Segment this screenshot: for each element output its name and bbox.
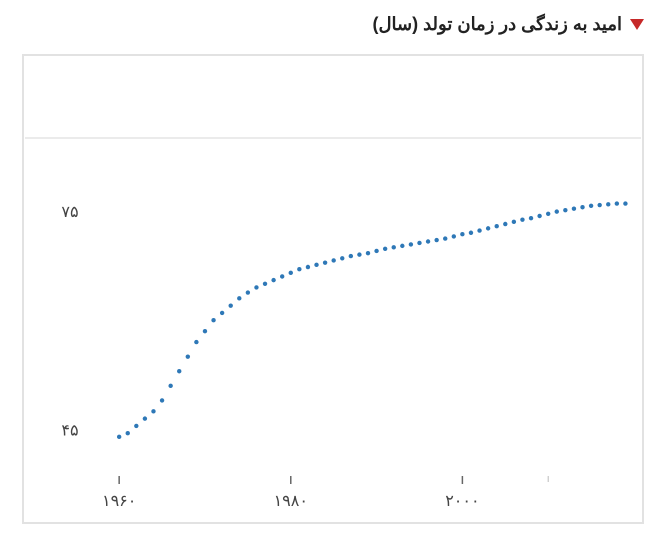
data-point — [400, 244, 404, 248]
data-point — [512, 220, 516, 224]
data-point — [263, 282, 267, 286]
data-point — [520, 217, 524, 221]
data-point — [580, 205, 584, 209]
data-point — [469, 231, 473, 235]
data-point — [374, 249, 378, 253]
data-point — [357, 252, 361, 256]
x-tick-label: ۱۹۸۰ — [274, 493, 308, 510]
data-point — [289, 271, 293, 275]
data-point — [615, 201, 619, 205]
data-point — [220, 311, 224, 315]
data-point — [194, 340, 198, 344]
data-point — [383, 247, 387, 251]
data-point — [546, 212, 550, 216]
data-point — [237, 296, 241, 300]
data-point — [134, 424, 138, 428]
data-point — [306, 265, 310, 269]
data-point — [168, 384, 172, 388]
data-point — [331, 258, 335, 262]
data-point — [160, 398, 164, 402]
data-point — [323, 260, 327, 264]
chart-panel: ۴۵ ۷۵ ۱۹۶۰ ۱۹۸۰ ۲۰۰۰ — [22, 54, 644, 524]
data-point — [477, 228, 481, 232]
data-point — [203, 329, 207, 333]
chart-title: امید به زندگی در زمان تولد (سال) — [372, 14, 622, 35]
data-point — [409, 242, 413, 246]
data-point — [434, 238, 438, 242]
data-point — [314, 263, 318, 267]
data-point — [606, 202, 610, 206]
data-point — [426, 239, 430, 243]
data-point — [117, 435, 121, 439]
data-point — [126, 431, 130, 435]
data-point — [349, 254, 353, 258]
chart-svg: ۴۵ ۷۵ ۱۹۶۰ ۱۹۸۰ ۲۰۰۰ — [24, 56, 642, 522]
data-point — [460, 232, 464, 236]
data-point — [572, 207, 576, 211]
data-point — [177, 369, 181, 373]
data-point — [529, 216, 533, 220]
y-tick-label: ۷۵ — [61, 204, 78, 221]
data-point — [211, 318, 215, 322]
data-point — [392, 245, 396, 249]
data-point — [589, 204, 593, 208]
data-point — [280, 274, 284, 278]
data-point — [597, 203, 601, 207]
data-point — [143, 416, 147, 420]
data-point — [537, 214, 541, 218]
data-point — [186, 354, 190, 358]
data-point — [555, 209, 559, 213]
data-point — [563, 208, 567, 212]
data-point — [340, 256, 344, 260]
x-tick-label: ۲۰۰۰ — [445, 493, 479, 510]
data-point — [417, 241, 421, 245]
data-point — [246, 290, 250, 294]
data-point — [151, 409, 155, 413]
x-tick-label: ۱۹۶۰ — [102, 493, 136, 510]
data-point — [443, 236, 447, 240]
chart-title-row: امید به زندگی در زمان تولد (سال) — [0, 0, 666, 45]
data-point — [623, 201, 627, 205]
data-point — [495, 224, 499, 228]
data-point — [366, 251, 370, 255]
data-point — [486, 226, 490, 230]
data-point — [229, 303, 233, 307]
data-point — [452, 234, 456, 238]
triangle-down-icon — [630, 19, 644, 30]
y-tick-label: ۴۵ — [61, 423, 78, 440]
data-point — [254, 285, 258, 289]
data-point — [297, 267, 301, 271]
data-point — [503, 222, 507, 226]
data-point — [271, 278, 275, 282]
